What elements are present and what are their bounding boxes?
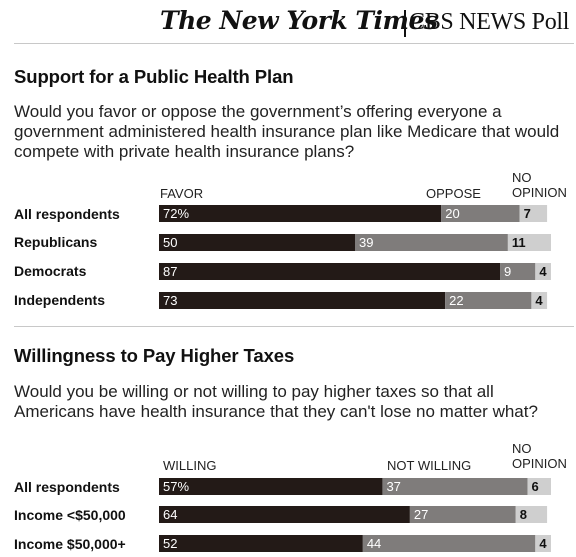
nyt-logo: The New York Times xyxy=(160,6,438,35)
section-2-question: Would you be willing or not willing to p… xyxy=(14,382,538,421)
bar-label-1-1-oppose: 20 xyxy=(445,206,459,221)
bar-label-1-3-oppose: 9 xyxy=(504,264,511,279)
masthead: The New York Times CBS NEWS Poll xyxy=(0,6,576,40)
row-label-income-over-50k: Income $50,000+ xyxy=(14,536,126,552)
bar-2-3-favor xyxy=(159,535,363,552)
section-2-title: Willingness to Pay Higher Taxes xyxy=(14,345,295,366)
bar-label-1-2-favor: 50 xyxy=(163,235,177,250)
bar-label-2-2-oppose: 27 xyxy=(414,507,428,522)
bar-label-2-3-oppose: 44 xyxy=(367,536,381,551)
bar-1-2-oppose xyxy=(355,234,508,251)
bar-label-1-4-oppose: 22 xyxy=(449,293,463,308)
bar-2-2-oppose xyxy=(409,506,516,523)
bar-label-2-1-favor: 57% xyxy=(163,479,189,494)
bar-label-1-4-favor: 73 xyxy=(163,293,177,308)
bar-2-3-oppose xyxy=(362,535,536,552)
bar-2-1-favor xyxy=(159,478,383,495)
col-head-willing: WILLING xyxy=(163,458,217,473)
bar-1-3-oppose xyxy=(500,263,536,280)
row-label-all-respondents: All respondents xyxy=(14,206,120,222)
bar-label-1-2-no-opinion: 11 xyxy=(512,235,526,250)
col-head-not-willing: NOT WILLING xyxy=(387,458,472,473)
bar-1-4-oppose xyxy=(445,292,532,309)
bar-1-4-favor xyxy=(159,292,446,309)
bar-1-1-favor xyxy=(159,205,442,222)
row-label-independents: Independents xyxy=(14,292,106,308)
section-1-title: Support for a Public Health Plan xyxy=(14,66,294,87)
col-head-favor: FAVOR xyxy=(160,186,204,201)
section-1-question: Would you favor or oppose the government… xyxy=(14,102,560,161)
bar-2-1-no-opinion xyxy=(527,478,551,495)
col-head-no-opinion-2: NO OPINION xyxy=(512,441,567,471)
row-label-all-respondents-2: All respondents xyxy=(14,479,120,495)
bar-label-2-1-no-opinion: 6 xyxy=(531,479,538,494)
bar-label-2-2-favor: 64 xyxy=(163,507,177,522)
row-label-republicans: Republicans xyxy=(14,234,98,250)
row-label-democrats: Democrats xyxy=(14,263,87,279)
col-head-oppose: OPPOSE xyxy=(426,186,481,201)
bar-1-2-no-opinion xyxy=(507,234,551,251)
bar-1-3-favor xyxy=(159,263,501,280)
cbs-poll-logo: CBS NEWS Poll xyxy=(409,9,570,35)
bar-2-2-no-opinion xyxy=(515,506,548,523)
bar-2-3-no-opinion xyxy=(535,535,551,552)
bar-label-1-2-oppose: 39 xyxy=(359,235,373,250)
bar-1-4-no-opinion xyxy=(531,292,548,309)
bar-label-2-3-favor: 52 xyxy=(163,536,177,551)
bar-1-1-oppose xyxy=(441,205,520,222)
row-label-income-under-50k: Income <$50,000 xyxy=(14,507,126,523)
bar-label-1-4-no-opinion: 4 xyxy=(535,293,543,308)
bar-label-2-1-oppose: 37 xyxy=(386,479,400,494)
masthead-rule xyxy=(14,43,574,44)
section-divider xyxy=(14,326,574,327)
bar-label-1-3-no-opinion: 4 xyxy=(539,264,547,279)
bar-label-1-3-favor: 87 xyxy=(163,264,177,279)
bar-label-2-2-no-opinion: 8 xyxy=(520,507,527,522)
bar-1-2-favor xyxy=(159,234,355,251)
bar-1-3-no-opinion xyxy=(535,263,551,280)
col-head-no-opinion: NO OPINION xyxy=(512,170,567,200)
bar-2-1-oppose xyxy=(382,478,528,495)
bar-label-1-1-no-opinion: 7 xyxy=(524,206,531,221)
bar-2-2-favor xyxy=(159,506,410,523)
bar-1-1-no-opinion xyxy=(519,205,548,222)
masthead-divider xyxy=(404,10,406,37)
bar-label-1-1-favor: 72% xyxy=(163,206,189,221)
bar-label-2-3-no-opinion: 4 xyxy=(539,536,547,551)
